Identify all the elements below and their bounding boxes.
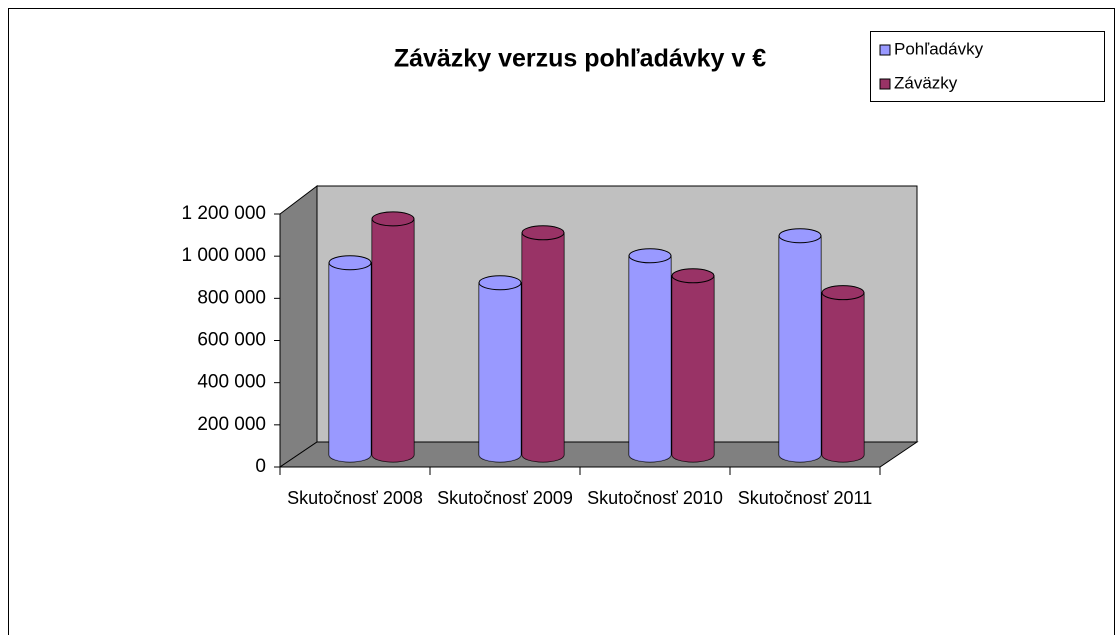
y-tick-label: 600 000 [197, 330, 266, 351]
legend-swatch [879, 78, 891, 90]
x-tick-label: Skutočnosť 2008 [287, 488, 423, 508]
legend-label: Záväzky [894, 73, 958, 92]
y-tick-label: 1 200 000 [181, 203, 266, 224]
x-tick-label: Skutočnosť 2011 [737, 488, 873, 508]
cylinder-shade [479, 282, 521, 462]
cylinder-top [328, 255, 372, 271]
y-tick-label: 800 000 [197, 287, 266, 308]
legend-label: Pohľadávky [894, 39, 984, 58]
x-tick-label: Skutočnosť 2010 [587, 488, 723, 508]
cylinder-top [778, 228, 822, 244]
side-wall [279, 184, 318, 468]
cylinder-shade [779, 235, 821, 462]
chart-title: Záväzky verzus pohľadávky v € [394, 45, 766, 73]
cylinder-top [478, 275, 522, 291]
y-tick-label: 0 [255, 456, 266, 477]
cylinder-top [821, 285, 865, 301]
x-tick-label: Skutočnosť 2009 [437, 488, 573, 508]
cylinder-top [628, 248, 672, 264]
cylinder-shade [372, 218, 414, 462]
legend-swatch [879, 44, 891, 56]
cylinder-shade [672, 275, 714, 462]
y-tick-label: 400 000 [197, 372, 266, 393]
cylinder-top [671, 268, 715, 284]
y-tick-label: 200 000 [197, 414, 266, 435]
y-tick-label: 1 000 000 [181, 245, 266, 266]
cylinder-top [371, 211, 415, 227]
cylinder-shade [522, 232, 564, 462]
cylinder-top [521, 225, 565, 241]
legend-box [870, 31, 1105, 102]
cylinder-shade [329, 262, 371, 462]
cylinder-shade [629, 255, 671, 462]
cylinder-shade [822, 292, 864, 462]
